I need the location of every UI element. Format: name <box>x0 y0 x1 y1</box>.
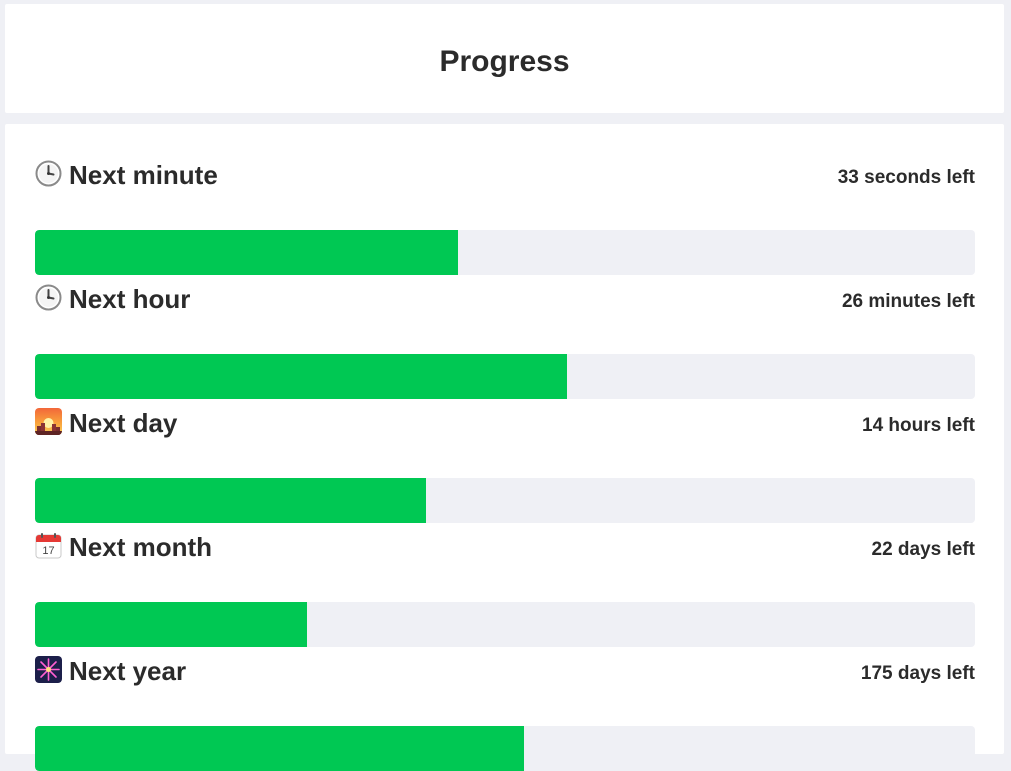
time-remaining: 175 days left <box>860 663 975 684</box>
item-label: Next month <box>69 532 212 562</box>
item-header: Next hour 26 minutes left <box>35 280 975 320</box>
progress-fill <box>35 478 427 523</box>
fireworks-icon <box>35 656 62 683</box>
time-remaining: 33 seconds left <box>837 167 975 188</box>
progress-list: Next minute 33 seconds left Next hour 26… <box>5 124 1004 771</box>
progress-bar <box>35 602 975 647</box>
page-title: Progress <box>439 45 570 78</box>
sunset-icon <box>35 408 62 435</box>
time-remaining: 26 minutes left <box>841 291 975 312</box>
svg-text:17: 17 <box>42 545 54 557</box>
header-card: Progress <box>5 4 1004 113</box>
progress-bar <box>35 726 975 771</box>
item-header: Next year 175 days left <box>35 652 975 692</box>
clock-icon <box>35 160 62 187</box>
progress-item-next-minute: Next minute 33 seconds left <box>35 156 975 275</box>
progress-fill <box>35 602 307 647</box>
item-label: Next hour <box>69 284 191 314</box>
time-remaining: 14 hours left <box>862 415 975 436</box>
clock-icon <box>35 284 62 311</box>
progress-item-next-month: 17 Next month 22 days left <box>35 528 975 647</box>
progress-fill <box>35 726 524 771</box>
item-label: Next minute <box>69 160 218 190</box>
progress-item-next-day: Next day 14 hours left <box>35 404 975 523</box>
item-header: Next day 14 hours left <box>35 404 975 444</box>
item-header: 17 Next month 22 days left <box>35 528 975 568</box>
progress-item-next-year: Next year 175 days left <box>35 652 975 771</box>
time-remaining: 22 days left <box>871 539 976 560</box>
progress-fill <box>35 230 458 275</box>
item-label: Next year <box>69 656 187 686</box>
progress-item-next-hour: Next hour 26 minutes left <box>35 280 975 399</box>
item-label: Next day <box>69 408 178 438</box>
progress-fill <box>35 354 568 399</box>
progress-bar <box>35 230 975 275</box>
progress-bar <box>35 354 975 399</box>
calendar-icon: 17 <box>35 532 62 559</box>
progress-bar <box>35 478 975 523</box>
item-header: Next minute 33 seconds left <box>35 156 975 196</box>
